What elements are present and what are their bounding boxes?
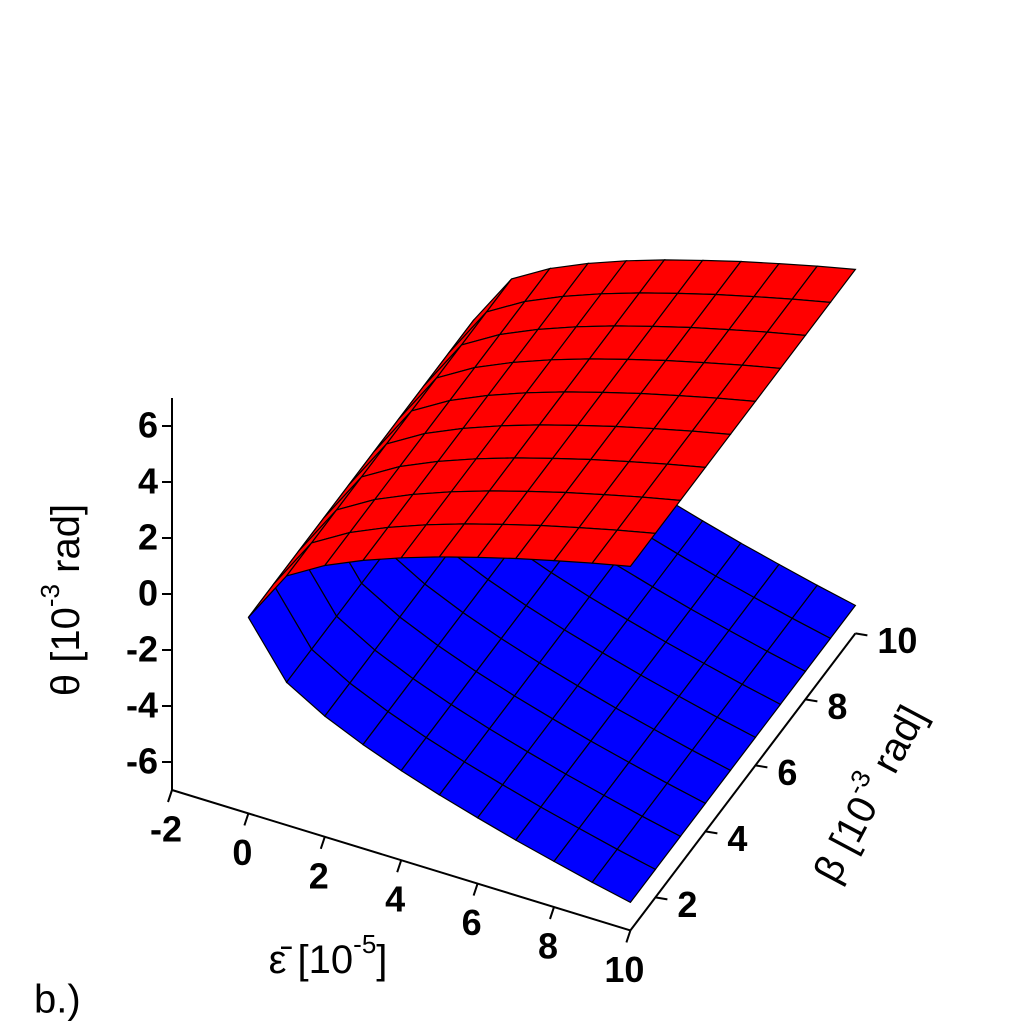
y-tick <box>755 764 768 769</box>
x-tick-label: 2 <box>309 855 329 896</box>
x-tick-label: 10 <box>604 949 644 990</box>
y-tick-label: 6 <box>777 752 797 793</box>
y-axis <box>629 632 857 932</box>
y-tick-label: 10 <box>877 620 917 661</box>
surface-patch <box>591 848 657 904</box>
x-tick <box>625 930 632 943</box>
y-tick-label: 8 <box>827 686 847 727</box>
x-tick-label: 0 <box>232 832 252 873</box>
y-tick <box>855 632 868 637</box>
y-tick <box>705 830 718 835</box>
y-tick <box>805 698 818 703</box>
y-label: β [10-3 rad] <box>797 694 934 889</box>
axis-label-rest: rad] <box>858 698 934 789</box>
x-tick <box>167 789 173 803</box>
x-label: ε̄ [10-5] <box>269 929 388 982</box>
x-tick <box>396 859 403 873</box>
x-tick-label: 8 <box>538 926 558 967</box>
z-tick-label: -4 <box>126 685 158 726</box>
axis-label-text: ε̄ [10 <box>269 938 354 982</box>
y-tick-label: 2 <box>677 884 697 925</box>
z-tick-label: 6 <box>138 405 158 446</box>
axis-label-sup: -5 <box>353 929 376 959</box>
x-tick-label: 6 <box>462 902 482 943</box>
z-tick-label: -2 <box>126 629 158 670</box>
axis-label-text: β [10 <box>805 789 886 889</box>
x-tick <box>549 906 555 920</box>
z-tick-label: 2 <box>138 517 158 558</box>
x-tick <box>243 813 250 826</box>
axis-label-sup: -3 <box>35 584 65 607</box>
z-tick-label: -6 <box>126 741 158 782</box>
axis-label-rest: ] <box>376 938 387 982</box>
x-tick-label: 4 <box>385 879 405 920</box>
z-label: θ [10-3 rad] <box>35 504 88 696</box>
z-tick-label: 4 <box>138 461 158 502</box>
z-tick-label: 0 <box>138 573 158 614</box>
x-tick <box>319 836 326 850</box>
x-tick-label: -2 <box>150 809 182 850</box>
axis-label-text: θ [10 <box>44 607 88 696</box>
x-tick <box>472 883 479 896</box>
y-tick-label: 4 <box>727 818 747 859</box>
panel-label: b.) <box>34 978 81 1022</box>
y-tick <box>655 896 668 901</box>
surface-patch <box>591 529 657 568</box>
axis-label-rest: rad] <box>44 504 88 584</box>
